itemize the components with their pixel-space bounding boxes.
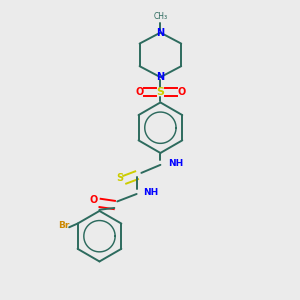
Text: CH₃: CH₃ bbox=[153, 12, 167, 21]
Text: Br: Br bbox=[58, 221, 70, 230]
Text: O: O bbox=[90, 195, 98, 205]
Text: O: O bbox=[177, 87, 185, 97]
Text: S: S bbox=[116, 172, 123, 183]
Text: S: S bbox=[156, 87, 164, 97]
Text: O: O bbox=[136, 87, 144, 97]
Text: N: N bbox=[156, 28, 164, 38]
Text: NH: NH bbox=[168, 159, 183, 168]
Text: N: N bbox=[156, 72, 164, 82]
Text: NH: NH bbox=[143, 188, 158, 197]
